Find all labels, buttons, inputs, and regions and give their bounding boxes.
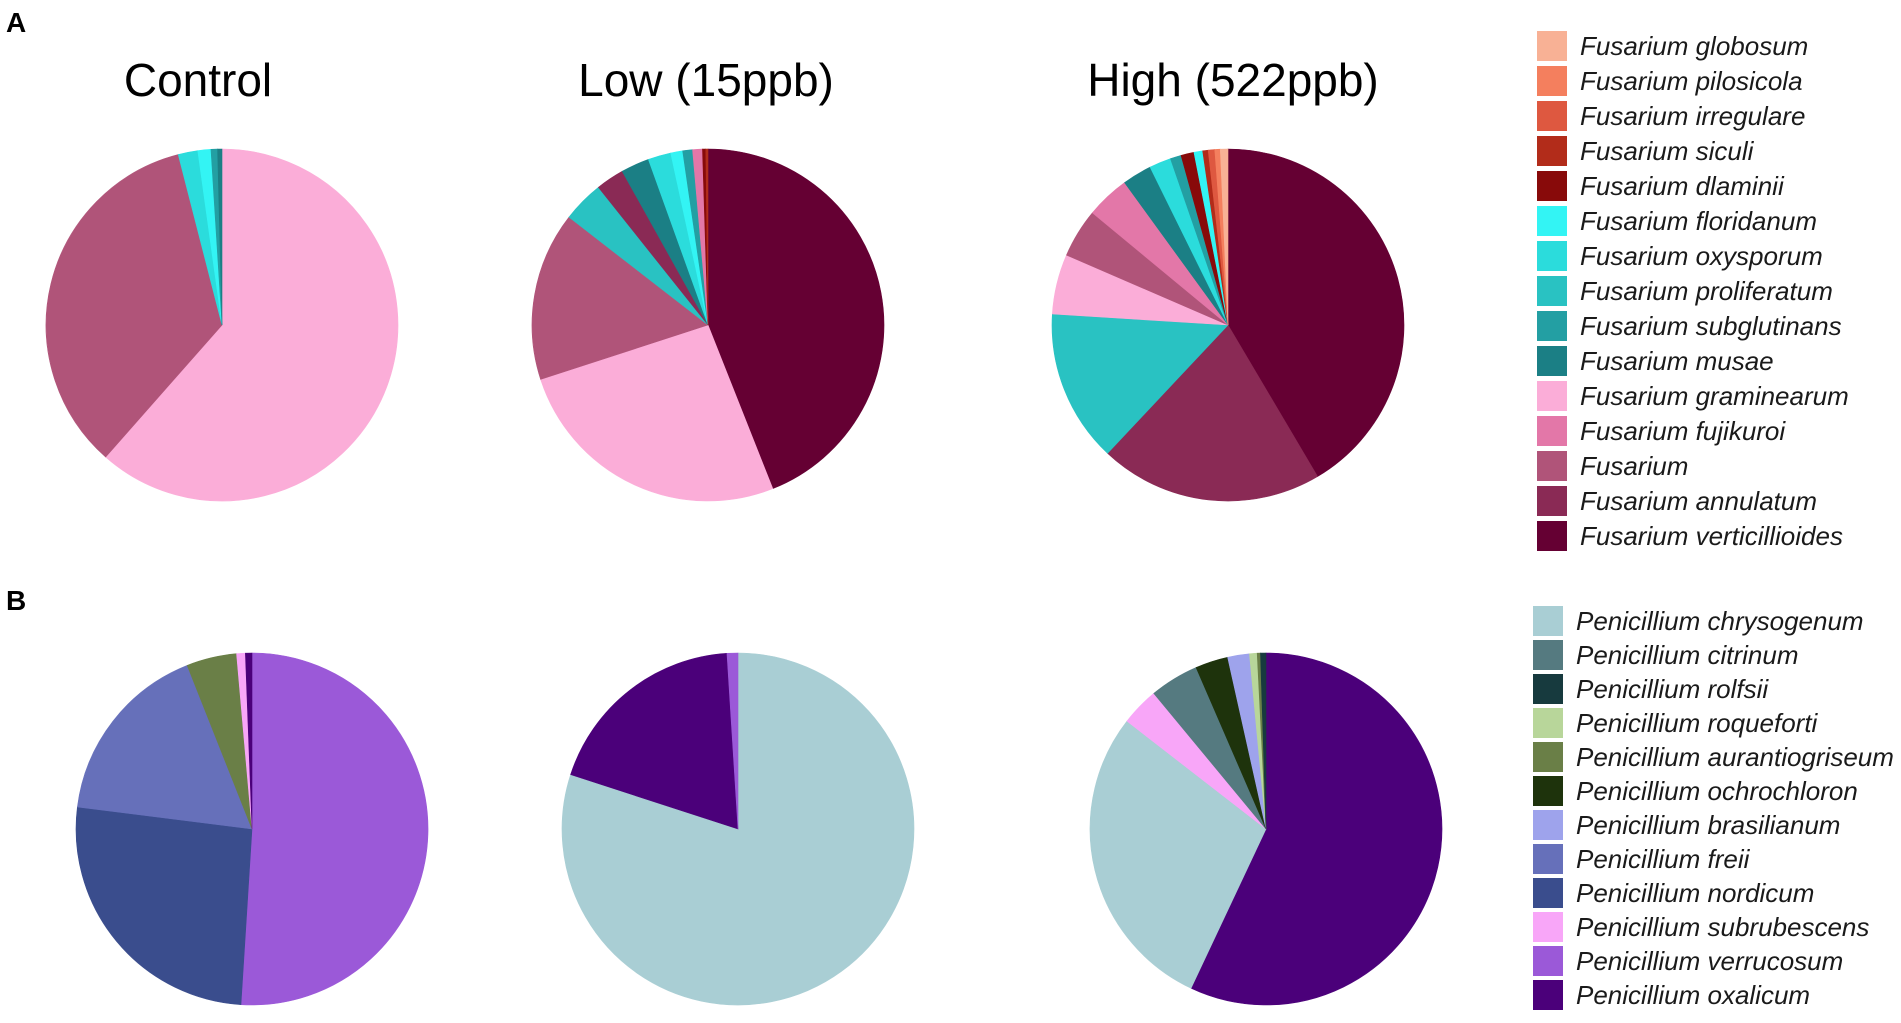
legend-label-fusarium-musae: Fusarium musae <box>1580 346 1774 376</box>
legend-label-fusarium-annulatum: Fusarium annulatum <box>1580 486 1817 516</box>
slice-penicillium-nordicum <box>75 806 253 1005</box>
legend-label-fusarium-verticillioides: Fusarium verticillioides <box>1580 521 1843 551</box>
legend-swatch-fusarium-musae <box>1537 346 1567 376</box>
legend-swatch-penicillium-subrubescens <box>1533 912 1563 942</box>
legend-swatch-fusarium-annulatum <box>1537 486 1567 516</box>
legend-label-penicillium-nordicum: Penicillium nordicum <box>1576 878 1814 908</box>
legend-swatch-fusarium-oxysporum <box>1537 241 1567 271</box>
pie-low-15ppb <box>561 652 915 1006</box>
legend-swatch-fusarium-pilosicola <box>1537 66 1567 96</box>
legend-label-fusarium-proliferatum: Fusarium proliferatum <box>1580 276 1833 306</box>
legend-label-penicillium-verrucosum: Penicillium verrucosum <box>1576 946 1843 976</box>
legend-swatch-fusarium-dlaminii <box>1537 171 1567 201</box>
legend-label-penicillium-freii: Penicillium freii <box>1576 844 1751 874</box>
legend-label-fusarium-siculi: Fusarium siculi <box>1580 136 1755 166</box>
legend-swatch-penicillium-nordicum <box>1533 878 1563 908</box>
slice-fusarium <box>45 154 223 458</box>
pie-low-15ppb <box>531 148 885 502</box>
slice-fusarium-graminearum <box>540 324 774 502</box>
legend-swatch-fusarium-proliferatum <box>1537 276 1567 306</box>
column-title-low: Low (15ppb) <box>578 54 834 106</box>
legend-swatch-fusarium-globosum <box>1537 31 1567 61</box>
pie-control <box>45 148 399 502</box>
legend-label-fusarium-dlaminii: Fusarium dlaminii <box>1580 171 1785 201</box>
legend-swatch-fusarium-floridanum <box>1537 206 1567 236</box>
legend-swatch-penicillium-ochrochloron <box>1533 776 1563 806</box>
legend-label-penicillium-ochrochloron: Penicillium ochrochloron <box>1576 776 1858 806</box>
slice-fusarium-graminearum <box>105 148 399 502</box>
legend-swatch-penicillium-chrysogenum <box>1533 606 1563 636</box>
legend-swatch-fusarium-fujikuroi <box>1537 416 1567 446</box>
legend-swatch-fusarium-subglutinans <box>1537 311 1567 341</box>
legend-label-fusarium-globosum: Fusarium globosum <box>1580 31 1808 61</box>
legend-label-penicillium-citrinum: Penicillium citrinum <box>1576 640 1799 670</box>
legend-label-fusarium-irregulare: Fusarium irregulare <box>1580 101 1805 131</box>
slice-fusarium <box>531 216 709 380</box>
pie-high-522ppb <box>1089 652 1443 1006</box>
slice-penicillium-freii <box>77 664 253 830</box>
legend-label-penicillium-subrubescens: Penicillium subrubescens <box>1576 912 1869 942</box>
slice-fusarium-siculi <box>705 148 709 326</box>
legend-swatch-fusarium-irregulare <box>1537 101 1567 131</box>
panel-a-pies <box>45 148 1405 502</box>
pie-control <box>75 652 429 1006</box>
slice-penicillium-verrucosum <box>726 652 739 830</box>
slice-penicillium-verrucosum <box>240 652 429 1006</box>
legend-swatch-fusarium-verticillioides <box>1537 521 1567 551</box>
legend-swatch-penicillium-oxalicum <box>1533 980 1563 1010</box>
legend-label-fusarium-fujikuroi: Fusarium fujikuroi <box>1580 416 1786 446</box>
panel-letter-b: B <box>6 585 26 616</box>
legend-label-penicillium-oxalicum: Penicillium oxalicum <box>1576 980 1810 1010</box>
panel-letter-a: A <box>6 7 26 38</box>
slice-fusarium-verticillioides <box>1227 148 1405 477</box>
legend-label-penicillium-aurantiogriseum: Penicillium aurantiogriseum <box>1576 742 1894 772</box>
pie-high-522ppb <box>1051 148 1405 502</box>
column-title-control: Control <box>124 54 272 106</box>
legend-swatch-penicillium-freii <box>1533 844 1563 874</box>
slice-penicillium-rolfsii <box>1260 652 1267 830</box>
slice-penicillium-chrysogenum <box>1089 720 1267 989</box>
panel-b-pies <box>75 652 1443 1006</box>
legend-label-penicillium-roqueforti: Penicillium roqueforti <box>1576 708 1819 738</box>
slice-fusarium-musae <box>217 148 223 326</box>
slice-penicillium-oxalicum <box>1190 652 1443 1006</box>
legend-fusarium: Fusarium globosum Fusarium pilosicola Fusa… <box>1537 31 1849 551</box>
legend-label-fusarium-floridanum: Fusarium floridanum <box>1580 206 1817 236</box>
legend-label-fusarium: Fusarium <box>1580 451 1688 481</box>
legend-label-fusarium-subglutinans: Fusarium subglutinans <box>1580 311 1842 341</box>
legend-penicillium: Penicillium chrysogenum Penicillium citri… <box>1533 606 1894 1010</box>
slice-fusarium-globosum <box>1219 148 1229 326</box>
legend-label-penicillium-rolfsii: Penicillium rolfsii <box>1576 674 1769 704</box>
legend-swatch-fusarium-siculi <box>1537 136 1567 166</box>
legend-label-penicillium-chrysogenum: Penicillium chrysogenum <box>1576 606 1864 636</box>
slice-penicillium-oxalicum <box>570 653 739 830</box>
legend-swatch-penicillium-verrucosum <box>1533 946 1563 976</box>
legend-swatch-penicillium-aurantiogriseum <box>1533 742 1563 772</box>
legend-label-fusarium-pilosicola: Fusarium pilosicola <box>1580 66 1803 96</box>
legend-swatch-fusarium <box>1537 451 1567 481</box>
slice-fusarium-annulatum <box>1107 324 1319 502</box>
legend-swatch-penicillium-roqueforti <box>1533 708 1563 738</box>
legend-label-penicillium-brasilianum: Penicillium brasilianum <box>1576 810 1840 840</box>
slice-fusarium-verticillioides <box>707 148 885 490</box>
slice-fusarium-proliferatum <box>1051 313 1229 454</box>
slice-penicillium-chrysogenum <box>561 652 915 1006</box>
slice-penicillium-oxalicum <box>245 652 253 830</box>
column-title-high: High (522ppb) <box>1087 54 1379 106</box>
legend-swatch-penicillium-rolfsii <box>1533 674 1563 704</box>
legend-swatch-fusarium-graminearum <box>1537 381 1567 411</box>
legend-swatch-penicillium-citrinum <box>1533 640 1563 670</box>
legend-label-fusarium-graminearum: Fusarium graminearum <box>1580 381 1849 411</box>
legend-label-fusarium-oxysporum: Fusarium oxysporum <box>1580 241 1823 271</box>
legend-swatch-penicillium-brasilianum <box>1533 810 1563 840</box>
